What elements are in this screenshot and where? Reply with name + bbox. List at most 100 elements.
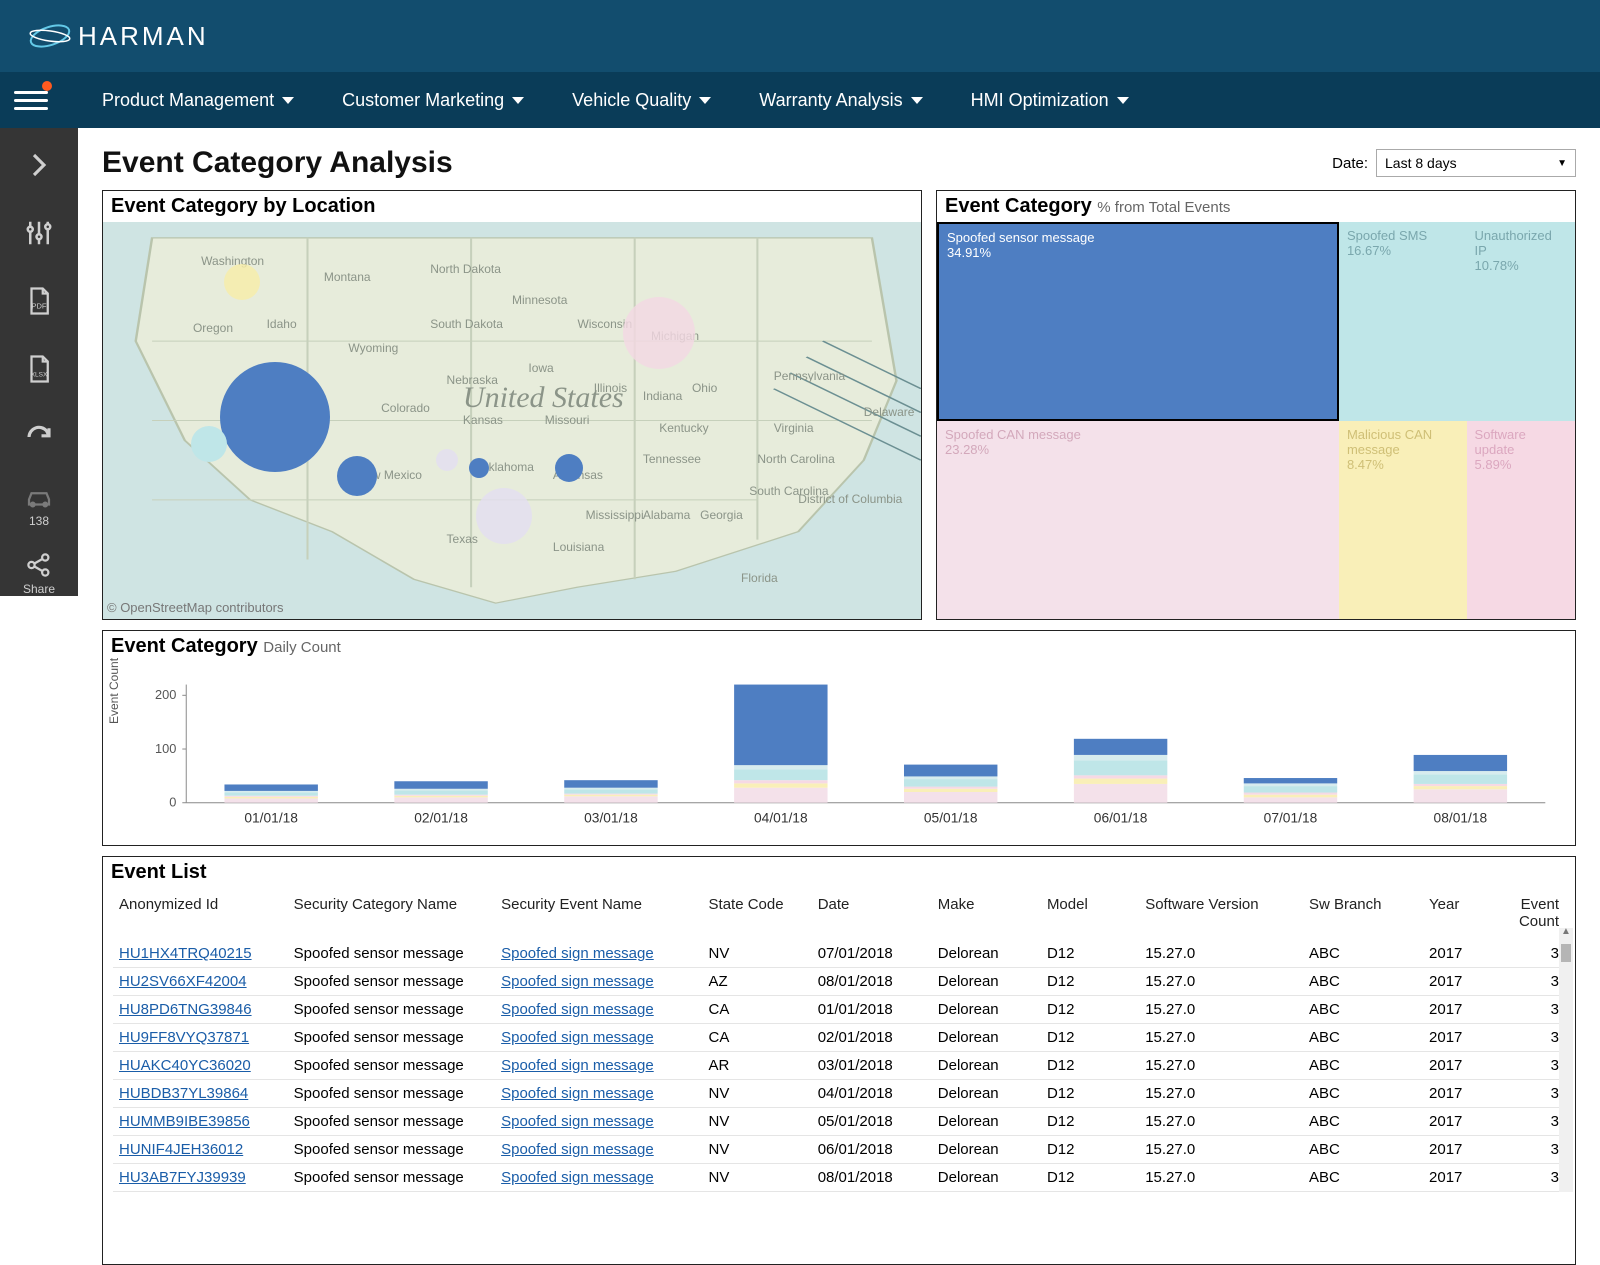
bar-chart-area[interactable]: Event Count 010020001/01/1802/01/1803/01…: [137, 666, 1565, 841]
bar-segment[interactable]: [734, 769, 827, 780]
event-name-link[interactable]: Spoofed sign message: [501, 1169, 654, 1186]
table-header[interactable]: Security Category Name: [288, 888, 495, 940]
bar-segment[interactable]: [1414, 784, 1507, 786]
bar-segment[interactable]: [224, 796, 317, 797]
event-name-link[interactable]: Spoofed sign message: [501, 1057, 654, 1074]
bar-segment[interactable]: [904, 765, 997, 777]
bar-segment[interactable]: [904, 776, 997, 779]
nav-item-vehicle-quality[interactable]: Vehicle Quality: [572, 90, 711, 111]
vehicle-count-icon[interactable]: 138: [16, 482, 62, 528]
anonymized-id-link[interactable]: HU8PD6TNG39846: [119, 1001, 252, 1018]
map-bubble[interactable]: [623, 297, 695, 369]
bar-segment[interactable]: [224, 797, 317, 799]
bar-segment[interactable]: [1414, 789, 1507, 802]
bar-segment[interactable]: [224, 784, 317, 790]
map-bubble[interactable]: [224, 264, 260, 300]
nav-item-warranty-analysis[interactable]: Warranty Analysis: [759, 90, 922, 111]
nav-item-product-management[interactable]: Product Management: [102, 90, 294, 111]
table-header[interactable]: State Code: [703, 888, 812, 940]
bar-segment[interactable]: [224, 793, 317, 796]
bar-segment[interactable]: [1414, 786, 1507, 789]
bar-segment[interactable]: [734, 780, 827, 783]
anonymized-id-link[interactable]: HUAKC40YC36020: [119, 1057, 251, 1074]
settings-sliders-icon[interactable]: [16, 210, 62, 256]
bar-segment[interactable]: [1074, 779, 1167, 784]
bar-segment[interactable]: [1414, 774, 1507, 784]
bar-segment[interactable]: [394, 781, 487, 789]
bar-segment[interactable]: [564, 796, 657, 802]
nav-item-hmi-optimization[interactable]: HMI Optimization: [971, 90, 1129, 111]
bar-segment[interactable]: [1074, 775, 1167, 778]
bar-segment[interactable]: [1414, 755, 1507, 771]
bar-segment[interactable]: [734, 788, 827, 803]
bar-segment[interactable]: [734, 765, 827, 769]
date-select[interactable]: Last 8 days ▼: [1376, 149, 1576, 177]
treemap-cell[interactable]: Spoofed SMS16.67%: [1339, 222, 1467, 421]
event-name-link[interactable]: Spoofed sign message: [501, 1001, 654, 1018]
bar-segment[interactable]: [394, 790, 487, 794]
bar-segment[interactable]: [564, 780, 657, 788]
event-name-link[interactable]: Spoofed sign message: [501, 1085, 654, 1102]
anonymized-id-link[interactable]: HUBDB37YL39864: [119, 1085, 248, 1102]
treemap-area[interactable]: Spoofed sensor message34.91%Spoofed SMS1…: [937, 222, 1575, 619]
bar-segment[interactable]: [224, 798, 317, 802]
table-header[interactable]: Security Event Name: [495, 888, 702, 940]
bar-segment[interactable]: [1074, 755, 1167, 760]
bar-segment[interactable]: [904, 779, 997, 787]
bar-segment[interactable]: [734, 685, 827, 766]
treemap-cell[interactable]: Unauthorized IP10.78%: [1467, 222, 1575, 421]
anonymized-id-link[interactable]: HU2SV66XF42004: [119, 973, 247, 990]
bar-segment[interactable]: [1244, 795, 1337, 798]
bar-segment[interactable]: [564, 789, 657, 793]
anonymized-id-link[interactable]: HUMMB9IBE39856: [119, 1113, 250, 1130]
scroll-up-icon[interactable]: ▲: [1561, 926, 1571, 937]
bar-segment[interactable]: [1244, 797, 1337, 802]
table-header[interactable]: Event Count: [1499, 888, 1565, 940]
nav-item-customer-marketing[interactable]: Customer Marketing: [342, 90, 524, 111]
event-name-link[interactable]: Spoofed sign message: [501, 945, 654, 962]
bar-segment[interactable]: [564, 794, 657, 795]
treemap-cell[interactable]: Software update5.89%: [1467, 421, 1575, 620]
bar-segment[interactable]: [904, 789, 997, 792]
bar-segment[interactable]: [394, 795, 487, 796]
sidebar-expand-icon[interactable]: [16, 142, 62, 188]
table-header[interactable]: Model: [1041, 888, 1139, 940]
map-bubble[interactable]: [476, 488, 532, 544]
bar-segment[interactable]: [1074, 760, 1167, 775]
bar-segment[interactable]: [1244, 793, 1337, 795]
bar-segment[interactable]: [564, 788, 657, 790]
table-header[interactable]: Software Version: [1139, 888, 1303, 940]
bar-segment[interactable]: [904, 792, 997, 803]
bar-segment[interactable]: [1074, 739, 1167, 755]
bar-segment[interactable]: [904, 787, 997, 789]
map-bubble[interactable]: [436, 449, 458, 471]
table-header[interactable]: Date: [812, 888, 932, 940]
event-name-link[interactable]: Spoofed sign message: [501, 1113, 654, 1130]
anonymized-id-link[interactable]: HU1HX4TRQ40215: [119, 945, 252, 962]
anonymized-id-link[interactable]: HU3AB7FYJ39939: [119, 1169, 246, 1186]
bar-segment[interactable]: [564, 795, 657, 797]
treemap-cell[interactable]: Spoofed sensor message34.91%: [937, 222, 1339, 421]
bar-segment[interactable]: [734, 783, 827, 787]
treemap-cell[interactable]: Spoofed CAN message23.28%: [937, 421, 1339, 620]
bar-segment[interactable]: [394, 797, 487, 802]
bar-segment[interactable]: [394, 789, 487, 791]
table-header[interactable]: Year: [1423, 888, 1499, 940]
event-name-link[interactable]: Spoofed sign message: [501, 973, 654, 990]
table-header[interactable]: Sw Branch: [1303, 888, 1423, 940]
treemap-cell[interactable]: Malicious CAN message8.47%: [1339, 421, 1467, 620]
share-icon[interactable]: Share: [16, 550, 62, 596]
bar-segment[interactable]: [1244, 783, 1337, 786]
anonymized-id-link[interactable]: HU9FF8VYQ37871: [119, 1029, 249, 1046]
refresh-icon[interactable]: [16, 414, 62, 460]
export-xlsx-icon[interactable]: XLSX: [16, 346, 62, 392]
table-header[interactable]: Anonymized Id: [113, 888, 288, 940]
scrollbar-thumb[interactable]: [1561, 944, 1571, 962]
table-scrollbar[interactable]: ▲: [1559, 928, 1573, 1192]
map-bubble[interactable]: [220, 362, 330, 472]
bar-segment[interactable]: [224, 791, 317, 793]
map-area[interactable]: United States WashingtonMontanaNorth Dak…: [103, 222, 921, 619]
table-header[interactable]: Make: [932, 888, 1041, 940]
bar-segment[interactable]: [394, 796, 487, 798]
bar-segment[interactable]: [1244, 786, 1337, 792]
